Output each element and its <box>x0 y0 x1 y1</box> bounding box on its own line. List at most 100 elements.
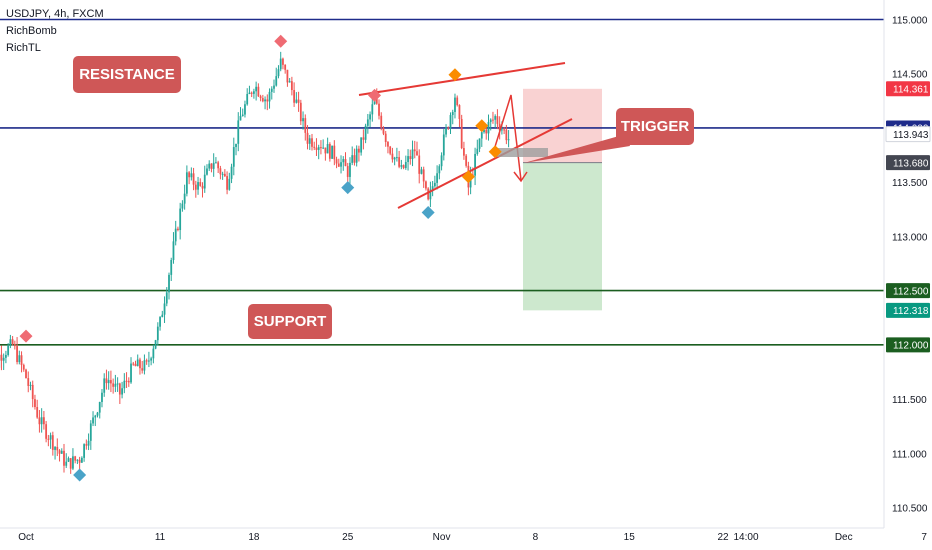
candle-body <box>185 172 188 194</box>
candle-body <box>331 145 333 159</box>
candle-body <box>219 168 222 175</box>
candle-body <box>360 137 363 153</box>
x-tick-label: 8 <box>533 532 539 543</box>
candle-body <box>503 129 506 131</box>
price-tag <box>886 155 930 171</box>
candle-body <box>134 363 137 367</box>
candle-body <box>311 138 313 147</box>
candle-body <box>210 163 213 169</box>
candle-body <box>400 165 403 167</box>
candle-body <box>380 115 383 128</box>
resistance-label: RESISTANCE <box>73 56 181 93</box>
candle-body <box>94 415 97 418</box>
candle-body <box>485 129 488 134</box>
candle-body <box>431 186 434 190</box>
candle-body <box>358 148 360 153</box>
candle-body <box>384 133 387 143</box>
signal-marker <box>448 68 462 82</box>
candle-body <box>284 64 287 70</box>
symbol-title: USDJPY, 4h, FXCM <box>6 8 104 20</box>
candle-body <box>268 91 271 102</box>
candle-body <box>492 119 494 121</box>
candle-body <box>411 149 414 160</box>
signal-marker <box>73 468 87 482</box>
candle-body <box>179 208 182 231</box>
candle-body <box>418 155 421 174</box>
candle-body <box>40 417 43 425</box>
candle-body <box>121 388 123 395</box>
candle-body <box>101 392 103 403</box>
indicator-label: RichTL <box>6 42 41 54</box>
signal-marker <box>19 329 33 343</box>
candle-body <box>22 364 25 370</box>
wedge-upper-line <box>358 62 566 96</box>
x-tick-label: 14:00 <box>733 532 758 543</box>
candle-body <box>7 345 10 355</box>
candle-body <box>304 118 307 133</box>
candle-body <box>45 424 48 439</box>
trigger-pointer <box>524 134 630 163</box>
candle-body <box>308 138 311 144</box>
candle-body <box>72 456 74 469</box>
indicator-label: RichBomb <box>6 25 57 37</box>
candle-body <box>489 119 492 123</box>
candle-body <box>168 274 170 293</box>
candle-body <box>454 97 456 112</box>
price-tag <box>886 302 930 318</box>
candle-body <box>404 162 407 168</box>
candle-body <box>201 185 204 189</box>
candle-body <box>498 123 501 131</box>
candle-body <box>83 444 86 458</box>
candle-body <box>333 145 336 160</box>
candle-body <box>275 76 278 86</box>
candle-body <box>297 99 300 103</box>
price-tag <box>885 126 931 143</box>
candle-body <box>161 314 164 318</box>
x-tick-label: 11 <box>155 532 166 543</box>
candle-body <box>313 146 316 148</box>
trigger-label: TRIGGER <box>616 108 694 145</box>
price-tag-label: 112.318 <box>893 306 929 317</box>
candle-body <box>257 86 260 97</box>
candle-body <box>355 148 358 163</box>
candle-body <box>223 173 226 177</box>
candle-body <box>315 147 318 150</box>
candle-body <box>139 359 141 369</box>
candle-body <box>429 189 432 200</box>
candle-body <box>407 156 409 163</box>
candle-body <box>159 317 161 327</box>
candle-body <box>63 450 65 466</box>
trigger-zone <box>494 148 548 157</box>
candle-body <box>60 450 63 454</box>
y-tick-label: 114.500 <box>892 70 928 81</box>
candle-body <box>177 228 179 231</box>
candle-body <box>152 348 155 359</box>
candle-body <box>105 378 108 384</box>
candle-body <box>69 458 72 469</box>
candle-body <box>476 148 479 154</box>
candle-body <box>132 363 135 365</box>
candle-body <box>172 241 175 260</box>
candle-body <box>290 81 293 91</box>
candle-body <box>127 380 130 383</box>
candle-body <box>389 146 392 154</box>
candle-body <box>47 438 50 440</box>
take-profit-zone <box>523 162 602 311</box>
signal-marker <box>461 170 475 184</box>
candle-body <box>112 383 115 387</box>
candle-body <box>34 399 36 408</box>
candle-body <box>9 339 12 346</box>
candle-body <box>328 144 331 159</box>
candle-body <box>324 147 327 154</box>
candle-body <box>217 162 220 169</box>
candle-body <box>170 259 173 275</box>
candle-body <box>436 173 439 183</box>
candle-body <box>188 172 191 178</box>
candle-body <box>494 116 497 120</box>
candle-body <box>456 97 459 106</box>
candle-body <box>402 165 405 168</box>
candle-body <box>203 174 206 189</box>
candle-body <box>342 159 345 163</box>
candle-body <box>346 166 349 177</box>
